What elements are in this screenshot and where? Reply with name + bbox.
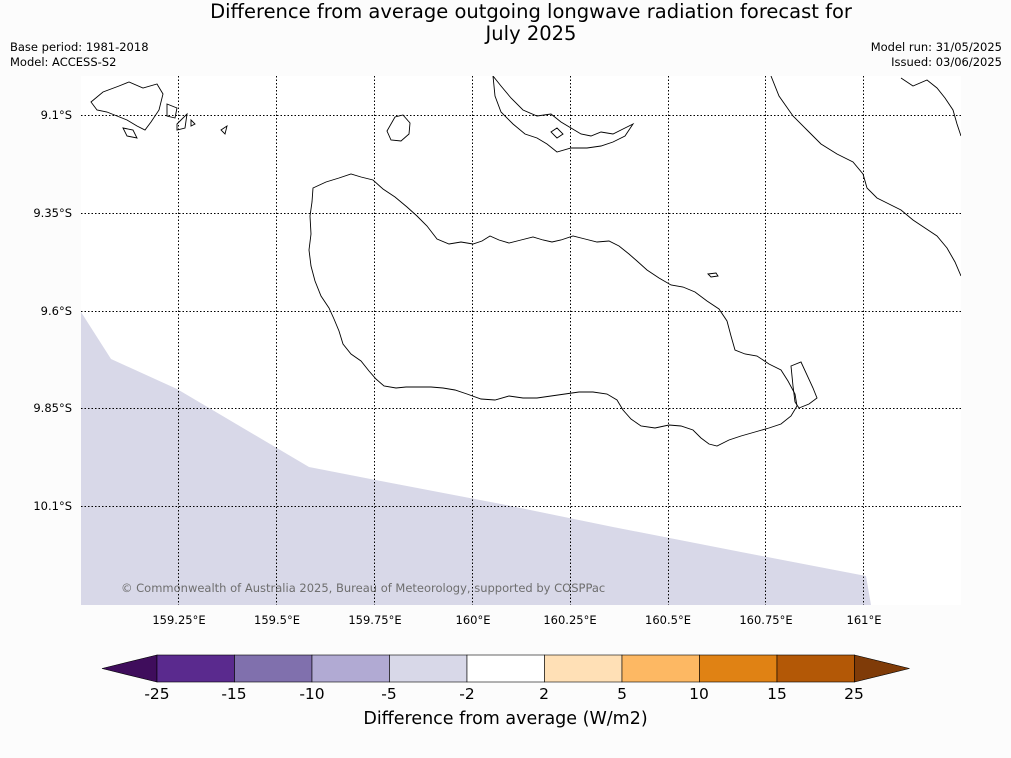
colorbar-segment <box>234 654 313 683</box>
model-name: Model: ACCESS-S2 <box>10 55 117 69</box>
title-line-1: Difference from average outgoing longwav… <box>210 0 852 23</box>
coastlines <box>90 76 961 447</box>
lon-label: 159.25°E <box>152 613 206 627</box>
colorbar-segment <box>466 654 545 683</box>
lon-label: 161°E <box>846 613 882 627</box>
colorbar-segment <box>544 654 623 683</box>
island-guadalcanal <box>308 173 798 447</box>
title-line-2: July 2025 <box>485 22 577 45</box>
islet-east <box>790 361 818 409</box>
meta-left: Base period: 1981-2018 Model: ACCESS-S2 <box>10 40 149 70</box>
anomaly-shaded-region <box>81 312 871 605</box>
colorbar-tick: 10 <box>689 685 709 703</box>
map-canvas <box>81 76 961 605</box>
lat-label: 10.1°S <box>33 499 72 513</box>
colorbar-segment <box>389 654 468 683</box>
lat-label: 9.1°S <box>40 108 72 122</box>
islands-florida <box>492 76 635 153</box>
colorbar-tick: 2 <box>539 685 549 703</box>
islands-northwest <box>90 81 228 139</box>
colorbar <box>101 654 910 683</box>
colorbar-tick: 25 <box>844 685 864 703</box>
colorbar-tick: -2 <box>459 685 475 703</box>
lon-label: 160.5°E <box>645 613 691 627</box>
colorbar-extend-high <box>854 654 910 683</box>
lat-label: 9.35°S <box>33 206 72 220</box>
lat-label: 9.6°S <box>40 304 72 318</box>
colorbar-extend-low <box>101 654 158 683</box>
colorbar-segment <box>699 654 778 683</box>
lon-label: 160.75°E <box>739 613 793 627</box>
base-period: Base period: 1981-2018 <box>10 40 149 54</box>
copyright-text: © Commonwealth of Australia 2025, Bureau… <box>121 581 606 595</box>
colorbar-label: Difference from average (W/m2) <box>363 709 648 729</box>
islet-north <box>386 114 411 142</box>
lon-label: 159.75°E <box>348 613 402 627</box>
map-title: Difference from average outgoing longwav… <box>0 1 1011 45</box>
colorbar-tick: 5 <box>617 685 627 703</box>
islet-small <box>707 272 719 278</box>
lon-label: 159.5°E <box>254 613 300 627</box>
map-area: © Commonwealth of Australia 2025, Bureau… <box>81 76 961 605</box>
lat-label: 9.85°S <box>33 401 72 415</box>
graticule <box>81 76 961 605</box>
colorbar-segment <box>311 654 390 683</box>
malaita-coast <box>770 76 961 277</box>
lon-label: 160°E <box>455 613 491 627</box>
meta-right: Model run: 31/05/2025 Issued: 03/06/2025 <box>871 40 1002 70</box>
colorbar-tick: -10 <box>299 685 325 703</box>
colorbar-segment <box>776 654 855 683</box>
lon-label: 160.25°E <box>543 613 597 627</box>
colorbar-segment <box>156 654 235 683</box>
model-run: Model run: 31/05/2025 <box>870 40 1002 54</box>
issued-date: Issued: 03/06/2025 <box>891 55 1002 69</box>
colorbar-tick: -15 <box>221 685 247 703</box>
colorbar-tick: -5 <box>381 685 397 703</box>
colorbar-tick: 15 <box>767 685 787 703</box>
colorbar-segment <box>621 654 700 683</box>
colorbar-tick: -25 <box>144 685 170 703</box>
